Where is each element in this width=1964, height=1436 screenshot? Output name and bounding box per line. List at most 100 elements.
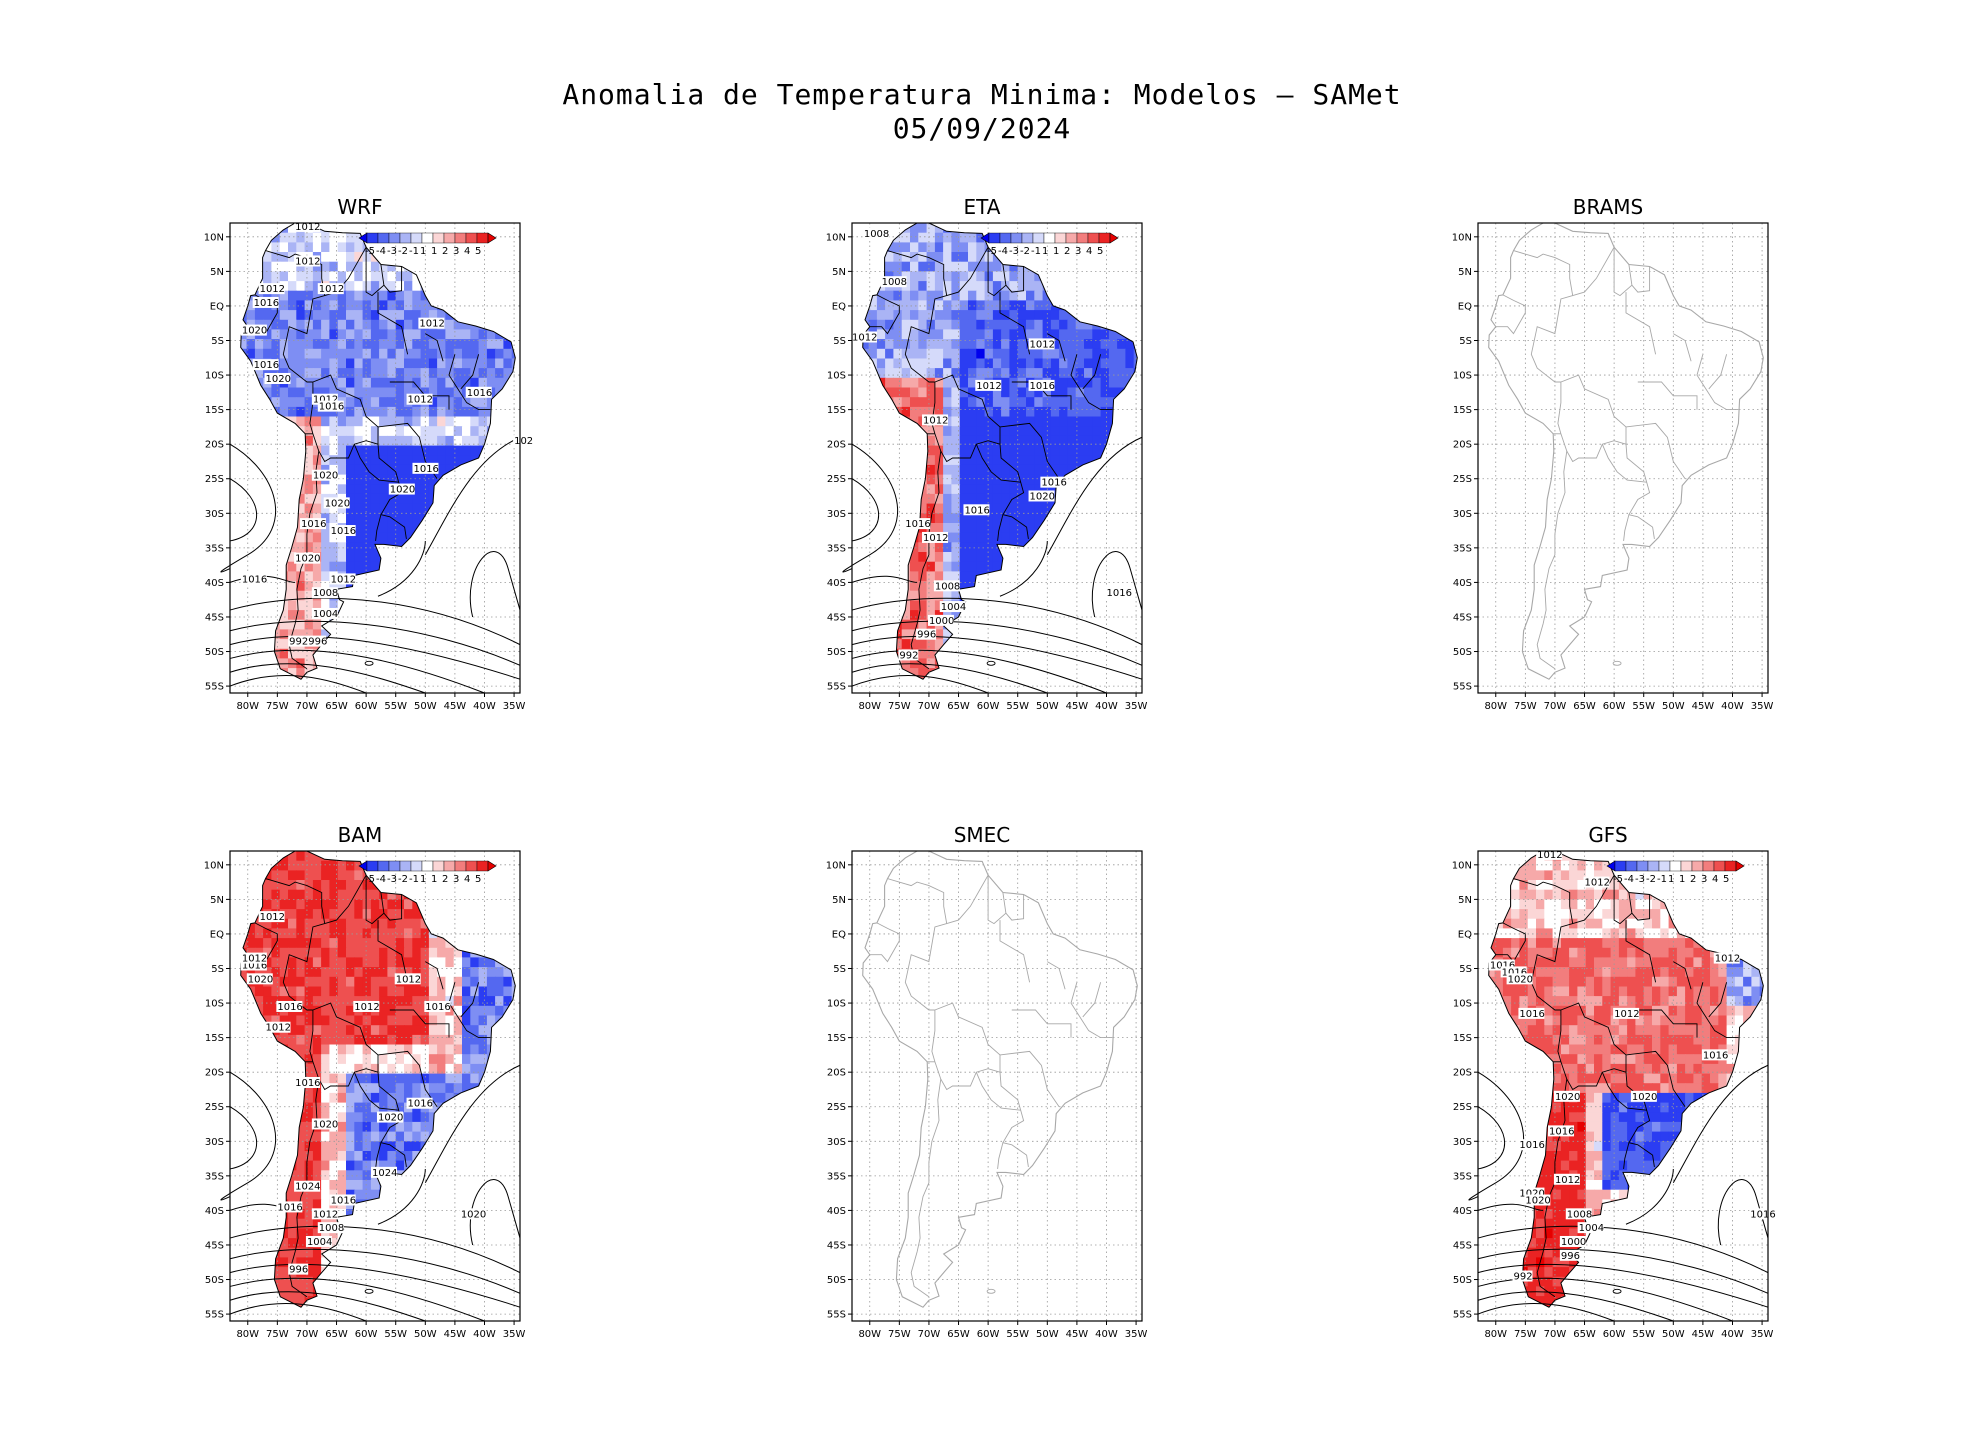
field-cell xyxy=(329,368,339,379)
isobar-label-bg xyxy=(418,317,445,329)
field-cell xyxy=(437,416,446,427)
field-cell xyxy=(926,242,936,253)
field-cell xyxy=(876,358,886,369)
field-cell xyxy=(495,348,504,360)
field-cell xyxy=(304,445,314,456)
field-cell xyxy=(910,668,919,679)
field-cell xyxy=(486,976,496,988)
field-cell xyxy=(470,1025,480,1036)
field-cell xyxy=(420,957,430,968)
field-cell xyxy=(337,1025,347,1036)
isobar-label-bg xyxy=(1040,476,1067,488)
field-cell xyxy=(412,329,422,340)
field-cell xyxy=(312,1034,322,1046)
field-cell xyxy=(470,358,480,369)
field-cell xyxy=(279,348,289,360)
field-cell xyxy=(304,455,314,466)
field-cell xyxy=(420,300,430,311)
field-cell xyxy=(296,406,306,418)
isobar-line xyxy=(229,635,521,680)
field-cell xyxy=(370,1063,380,1075)
field-cell xyxy=(901,319,911,331)
field-cell xyxy=(271,976,281,988)
field-cell xyxy=(1026,532,1035,543)
field-cell xyxy=(321,629,330,640)
field-cell xyxy=(503,996,513,1007)
field-cell xyxy=(1034,474,1044,485)
field-cell xyxy=(968,532,977,543)
lat-label: 55S xyxy=(827,682,846,693)
field-cell xyxy=(1009,368,1019,379)
field-cell xyxy=(934,261,944,272)
field-cell xyxy=(288,406,297,418)
field-cell xyxy=(337,1005,347,1017)
field-cell xyxy=(354,899,364,910)
field-cell xyxy=(370,899,380,910)
isobar-label: 1012 xyxy=(331,574,356,585)
field-cell xyxy=(379,1141,388,1152)
field-cell xyxy=(495,996,504,1007)
field-cell xyxy=(478,397,488,408)
field-cell xyxy=(976,435,986,447)
isobar-label: 1016 xyxy=(331,526,356,537)
field-cell xyxy=(926,552,936,563)
field-cell xyxy=(362,339,372,350)
field-cell xyxy=(901,329,911,340)
field-cell xyxy=(1067,358,1077,369)
field-cell xyxy=(362,1083,372,1094)
country-border xyxy=(425,333,444,362)
field-cell xyxy=(1050,435,1060,447)
field-cell xyxy=(354,358,364,369)
field-cell xyxy=(329,1063,339,1075)
field-cell xyxy=(428,397,438,408)
field-cell xyxy=(321,909,330,920)
field-cell xyxy=(379,397,388,408)
field-cell xyxy=(1059,445,1068,456)
field-cell xyxy=(304,406,314,418)
isobar-label-bg xyxy=(311,587,338,599)
field-cell xyxy=(379,947,388,959)
field-cell xyxy=(296,348,306,360)
field-cell xyxy=(437,377,446,389)
field-cell xyxy=(412,339,422,350)
field-cell xyxy=(918,329,928,340)
field-cell xyxy=(934,348,944,360)
field-cell xyxy=(370,397,380,408)
lon-label: 35W xyxy=(1751,701,1774,712)
field-cell xyxy=(404,271,413,282)
field-cell xyxy=(288,348,297,360)
field-cell xyxy=(312,899,322,910)
field-cell xyxy=(934,639,944,650)
isobar-label: 1020 xyxy=(325,498,350,509)
field-cell xyxy=(304,648,314,660)
lon-label: 40W xyxy=(1095,701,1118,712)
field-cell xyxy=(437,976,446,988)
field-cell xyxy=(868,348,878,360)
field-cell xyxy=(370,947,380,959)
field-cell xyxy=(296,397,306,408)
field-cell xyxy=(1001,426,1010,437)
field-cell xyxy=(976,532,986,543)
isobar-line xyxy=(999,540,1048,597)
field-cell xyxy=(362,406,372,418)
field-cell xyxy=(984,513,994,524)
lat-label: 10S xyxy=(205,371,224,382)
field-cell xyxy=(404,532,413,543)
field-cell xyxy=(362,880,372,891)
country-border xyxy=(377,444,407,539)
field-cell xyxy=(1026,348,1035,360)
field-cell xyxy=(370,1141,380,1152)
field-cell xyxy=(321,986,330,997)
field-cell xyxy=(337,300,347,311)
field-cell xyxy=(1067,319,1077,331)
field-cell xyxy=(951,474,961,485)
field-cell xyxy=(304,1034,314,1046)
field-cell xyxy=(387,406,397,418)
field-cell xyxy=(901,377,911,389)
field-cell xyxy=(354,387,364,398)
field-cell xyxy=(992,261,1002,272)
field-cell xyxy=(1050,329,1060,340)
field-cell xyxy=(354,271,364,282)
field-cell xyxy=(304,474,314,485)
field-cell xyxy=(296,1015,306,1026)
